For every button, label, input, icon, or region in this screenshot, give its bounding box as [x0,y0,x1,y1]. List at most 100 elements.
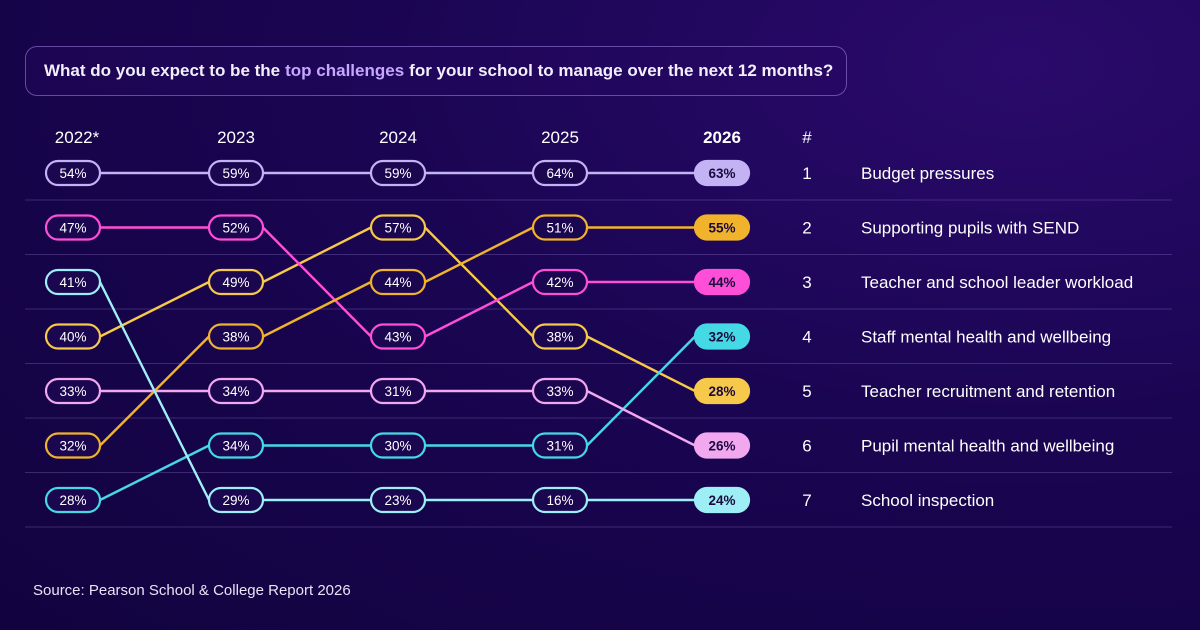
data-label: 55% [708,221,735,236]
rank-number: 7 [802,491,811,510]
value-pill [693,323,751,350]
source-note: Source: Pearson School & College Report … [33,582,351,599]
data-label: 59% [222,166,249,181]
year-header: 2025 [541,128,579,147]
title-highlight: top challenges [285,61,405,80]
data-label: 57% [384,221,411,236]
chart-title: What do you expect to be the top challen… [25,46,847,96]
challenge-label: Teacher recruitment and retention [861,382,1115,401]
rank-header: # [802,128,812,147]
challenge-label: Staff mental health and wellbeing [861,328,1111,347]
data-label: 38% [222,330,249,345]
value-pill [369,377,427,405]
year-header: 2026 [703,128,741,147]
series-lines [98,171,697,502]
value-pill [531,268,589,296]
data-label: 32% [708,330,735,345]
value-pill [369,486,427,514]
challenge-label: Teacher and school leader workload [861,273,1133,292]
challenge-label: Supporting pupils with SEND [861,219,1079,238]
rank-number: 3 [802,273,811,292]
value-pill [369,432,427,459]
value-pill [531,214,589,241]
data-label: 24% [708,493,735,508]
value-pill [44,159,102,187]
data-label: 31% [384,384,411,399]
data-label: 31% [546,439,573,454]
data-label: 38% [546,330,573,345]
value-pill [693,486,751,514]
value-pill [531,432,589,459]
data-label: 40% [59,330,86,345]
series-line-segment [261,226,373,338]
value-pill [369,323,427,350]
series-line-segment [423,226,535,338]
series-line-segment [98,280,211,338]
value-pill [693,377,751,405]
value-pill [44,323,102,350]
challenge-label: School inspection [861,491,994,510]
title-text-start: What do you expect to be the [44,61,281,80]
value-pill [207,268,265,296]
data-label: 44% [708,275,735,290]
data-label: 43% [384,330,411,345]
data-label: 41% [59,275,86,290]
data-label: 64% [546,166,573,181]
data-label: 59% [384,166,411,181]
series-line-segment [585,389,697,447]
value-pill [44,432,102,459]
data-label: 32% [59,439,86,454]
value-pill [693,268,751,296]
value-pill [531,323,589,350]
rank-number: 1 [802,164,811,183]
value-pill [531,377,589,405]
value-pill [531,486,589,514]
value-pills: 54% 59% 59% 64% 63% 40% 49% 57% 38% 28% 47% 52% 43% 4… [44,159,751,514]
data-label: 29% [222,493,249,508]
data-label: 30% [384,439,411,454]
value-pill [369,214,427,241]
data-label: 28% [59,493,86,508]
data-label: 47% [59,221,86,236]
data-label: 23% [384,493,411,508]
data-label: 16% [546,493,573,508]
rank-number: 4 [802,328,811,347]
data-label: 54% [59,166,86,181]
data-label: 42% [546,275,573,290]
value-pill [369,268,427,296]
data-label: 33% [546,384,573,399]
value-pill [207,486,265,514]
value-pill [44,268,102,296]
data-label: 63% [708,166,735,181]
series-line-segment [261,226,373,284]
value-pill [693,159,751,187]
rank-number: 6 [802,437,811,456]
data-label: 52% [222,221,249,236]
series-line-segment [261,280,373,338]
data-label: 44% [384,275,411,290]
value-pill [207,214,265,241]
year-header: 2024 [379,128,417,147]
value-pill [207,323,265,350]
challenge-label: Pupil mental health and wellbeing [861,437,1114,456]
series-line-segment [585,335,697,393]
data-label: 28% [708,384,735,399]
data-label: 34% [222,384,249,399]
data-label: 33% [59,384,86,399]
series-line-segment [98,280,211,502]
value-pill [207,159,265,187]
year-header: 2023 [217,128,255,147]
title-text-end: for your school to manage over the next … [409,61,834,80]
value-pill [44,214,102,241]
series-line-segment [585,335,697,447]
labels: 2022* 2023 2024 2025 2026 #1 Budget pressures 2… [55,128,1133,510]
series-line-segment [98,444,211,502]
value-pill [693,432,751,459]
value-pill [44,377,102,405]
value-pill [44,486,102,514]
data-label: 49% [222,275,249,290]
value-pill [207,377,265,405]
data-label: 26% [708,439,735,454]
row-dividers [25,199,1172,528]
data-label: 51% [546,221,573,236]
